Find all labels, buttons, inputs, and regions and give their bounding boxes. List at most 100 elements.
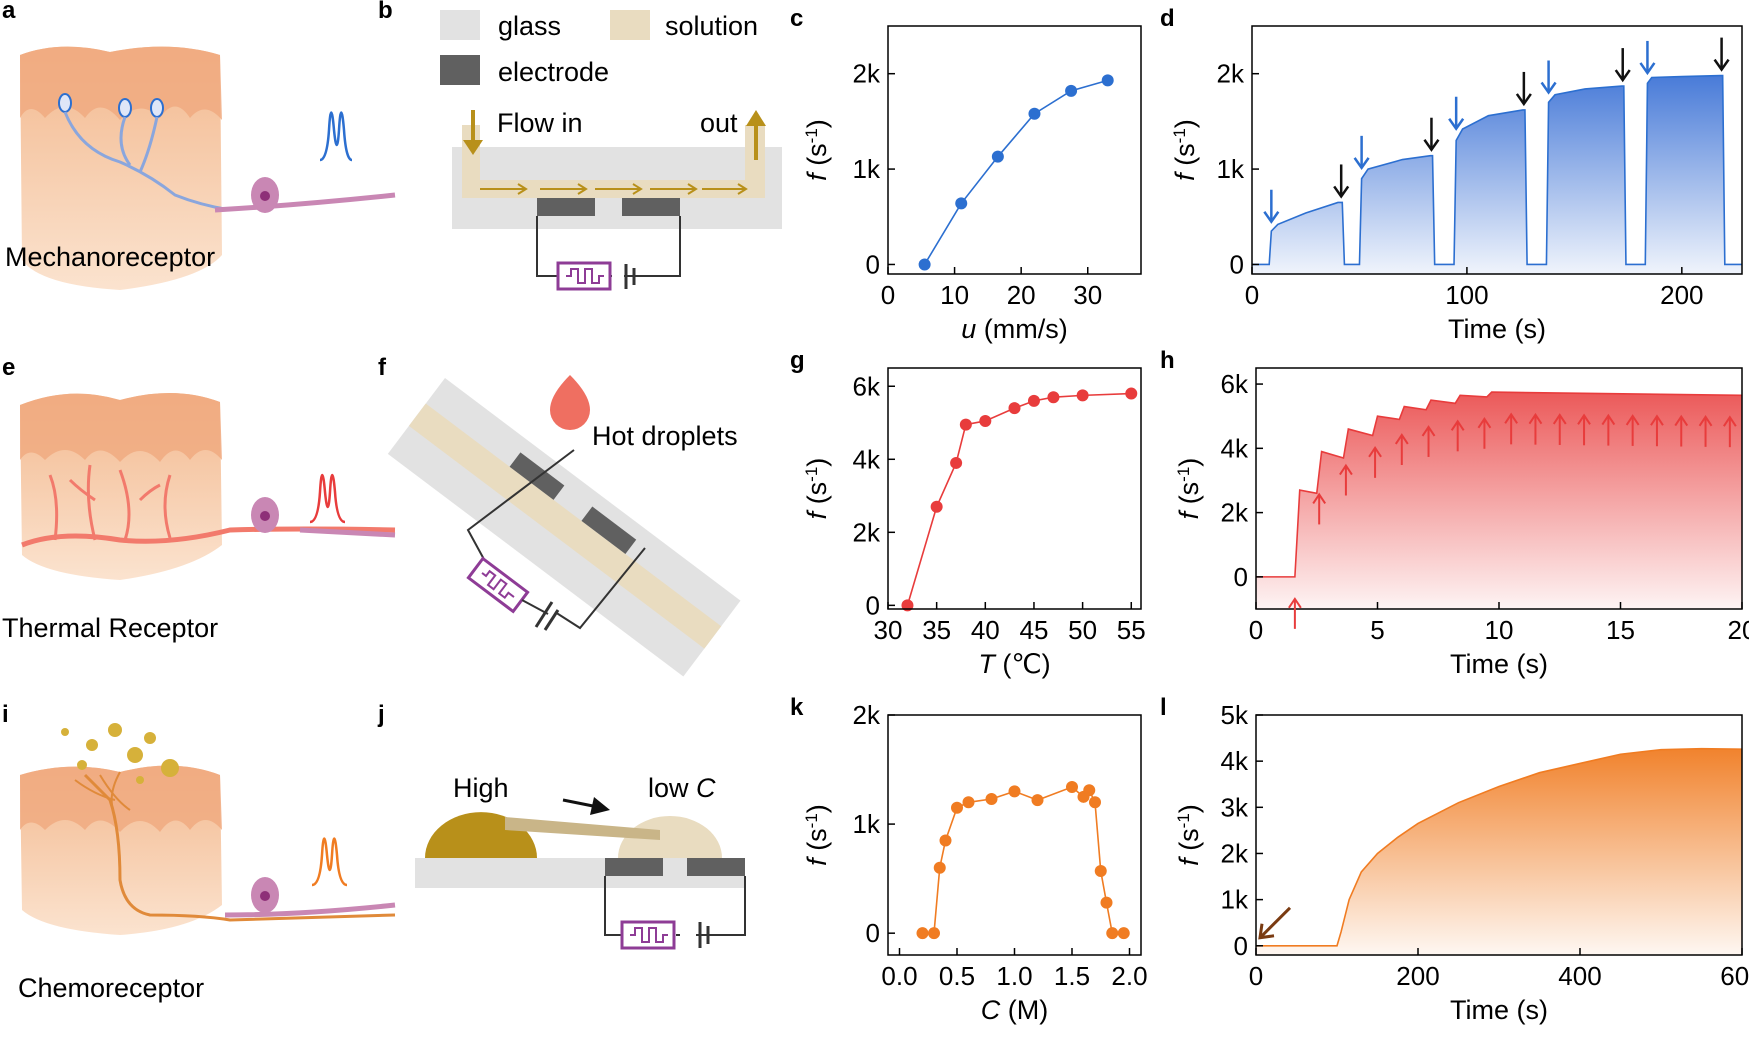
off-arrow-head xyxy=(1713,58,1730,72)
y-tick-label: 0 xyxy=(866,918,880,948)
legend-solution-label: solution xyxy=(665,11,758,41)
plot-frame xyxy=(887,714,1142,956)
x-tick-label: 0 xyxy=(1249,615,1263,645)
data-point-1 xyxy=(955,197,968,210)
low-concentration-label: low C xyxy=(648,773,716,803)
y-axis-unit: s xyxy=(802,143,832,157)
hot-droplets-label: Hot droplets xyxy=(592,421,738,451)
y-tick-label: 1k xyxy=(853,809,881,839)
trigger-arrow-head xyxy=(1339,463,1353,476)
trigger-arrow-head xyxy=(1288,597,1302,609)
x-axis-label: Time (s) xyxy=(1450,995,1548,1025)
x-tick-label: 0 xyxy=(881,280,895,310)
x-tick-label: 0 xyxy=(1245,280,1259,310)
x-tick-label: 45 xyxy=(1020,615,1049,645)
mechanoreceptor-label: Mechanoreceptor xyxy=(5,242,215,272)
data-point-1 xyxy=(928,927,940,940)
panel-letter-d: d xyxy=(1160,5,1175,32)
panel-letter-f: f xyxy=(378,354,387,381)
y-axis-label: f (s-1) xyxy=(802,458,833,520)
y-tick-label: 2k xyxy=(1221,838,1249,868)
panel-letter-k: k xyxy=(790,694,804,721)
trigger-arrow-head xyxy=(1450,419,1465,431)
trigger-arrow-head xyxy=(1477,416,1492,429)
chart-d: 0 100 200 0 1k 2k Time (s) f (s-1) xyxy=(1170,25,1743,344)
panel-letter-c: c xyxy=(790,5,803,32)
trigger-arrow-head xyxy=(1601,413,1616,426)
series-line xyxy=(1256,391,1743,578)
plot-frame xyxy=(887,367,1142,610)
y-axis-unit: s xyxy=(1174,828,1204,842)
y-tick-label: 4k xyxy=(1221,433,1249,463)
series-line xyxy=(1252,74,1742,266)
legend-b: glass solution electrode xyxy=(440,10,758,87)
y-axis-exponent: -1 xyxy=(1174,467,1193,482)
x-tick-label: 2.0 xyxy=(1111,961,1147,991)
y-axis-exponent: -1 xyxy=(1174,813,1193,828)
low-word: low xyxy=(648,773,689,803)
data-point-4 xyxy=(951,801,963,814)
plot-frame xyxy=(1251,25,1743,275)
y-tick-label: 0 xyxy=(866,590,880,620)
y-axis-open: ( xyxy=(802,495,832,512)
y-axis-close: ) xyxy=(1170,119,1200,128)
data-point-9 xyxy=(1066,781,1078,793)
x-tick-label: 10 xyxy=(1485,615,1514,645)
trigger-arrow-head xyxy=(1421,425,1436,437)
data-point-14 xyxy=(1100,896,1113,909)
y-axis-label: f (s-1) xyxy=(802,804,833,866)
y-tick-label: 6k xyxy=(1221,369,1249,399)
data-point-11 xyxy=(1083,784,1096,797)
chart-l: 0 200 400 600 0 1k 2k 3k 4k 5k Time (s) f (s-1) xyxy=(1174,700,1749,1025)
y-axis-open: ( xyxy=(802,842,832,859)
y-tick-label: 1k xyxy=(853,154,881,184)
off-arrow-head xyxy=(1515,93,1532,107)
x-tick-label: 600 xyxy=(1720,961,1749,991)
area-fill xyxy=(1256,392,1742,609)
y-tick-label: 0 xyxy=(866,249,880,279)
x-tick-label: 10 xyxy=(940,280,969,310)
x-tick-label: 200 xyxy=(1660,280,1703,310)
x-tick-label: 100 xyxy=(1445,280,1488,310)
mechanoreceptor-illustration xyxy=(20,46,396,290)
data-point-3 xyxy=(1028,107,1041,120)
thermal-receptor-illustration xyxy=(20,392,396,580)
trigger-arrow-head xyxy=(1723,415,1737,427)
data-point-12 xyxy=(1089,796,1101,809)
legend-electrode-label: electrode xyxy=(498,57,609,87)
panel-letter-j: j xyxy=(377,701,385,728)
trigger-arrow-head xyxy=(1577,413,1591,425)
y-axis-variable: f xyxy=(1174,856,1204,866)
on-arrow-head xyxy=(1639,62,1656,76)
on-arrow-head xyxy=(1263,211,1280,224)
y-tick-label: 4k xyxy=(853,444,881,474)
y-axis-label: f (s-1) xyxy=(1170,119,1201,181)
panel-letter-e: e xyxy=(2,354,15,381)
trigger-arrow-head xyxy=(1504,412,1518,424)
y-tick-label: 1k xyxy=(1221,885,1249,915)
y-axis-open: ( xyxy=(1174,842,1204,859)
data-point-2 xyxy=(950,456,963,469)
chemoreceptor-illustration xyxy=(20,723,396,935)
data-point-0 xyxy=(918,258,931,271)
high-concentration-label: High xyxy=(453,773,509,803)
x-axis-unit: (℃) xyxy=(995,649,1051,679)
data-point-15 xyxy=(1106,927,1119,940)
data-point-8 xyxy=(1076,389,1089,402)
panel-letter-a: a xyxy=(2,0,16,24)
y-tick-label: 0 xyxy=(1230,249,1244,279)
y-tick-label: 1k xyxy=(1217,154,1245,184)
x-axis-unit: (M) xyxy=(1000,995,1048,1025)
chart-g: 30 35 40 45 50 55 0 2k 4k 6k T (℃) f (s-1) xyxy=(802,367,1146,679)
y-axis-open: ( xyxy=(802,157,832,174)
x-tick-label: 1.5 xyxy=(1054,961,1090,991)
data-point-9 xyxy=(1125,387,1138,400)
y-tick-label: 3k xyxy=(1221,792,1249,822)
on-arrow-head xyxy=(1353,157,1370,171)
x-tick-label: 0 xyxy=(1249,961,1263,991)
hot-droplet-schematic xyxy=(387,375,741,677)
area-fill xyxy=(1256,748,1742,955)
x-axis-unit: (mm/s) xyxy=(976,314,1067,344)
y-tick-label: 0 xyxy=(1234,562,1248,592)
data-point-3 xyxy=(939,834,952,847)
